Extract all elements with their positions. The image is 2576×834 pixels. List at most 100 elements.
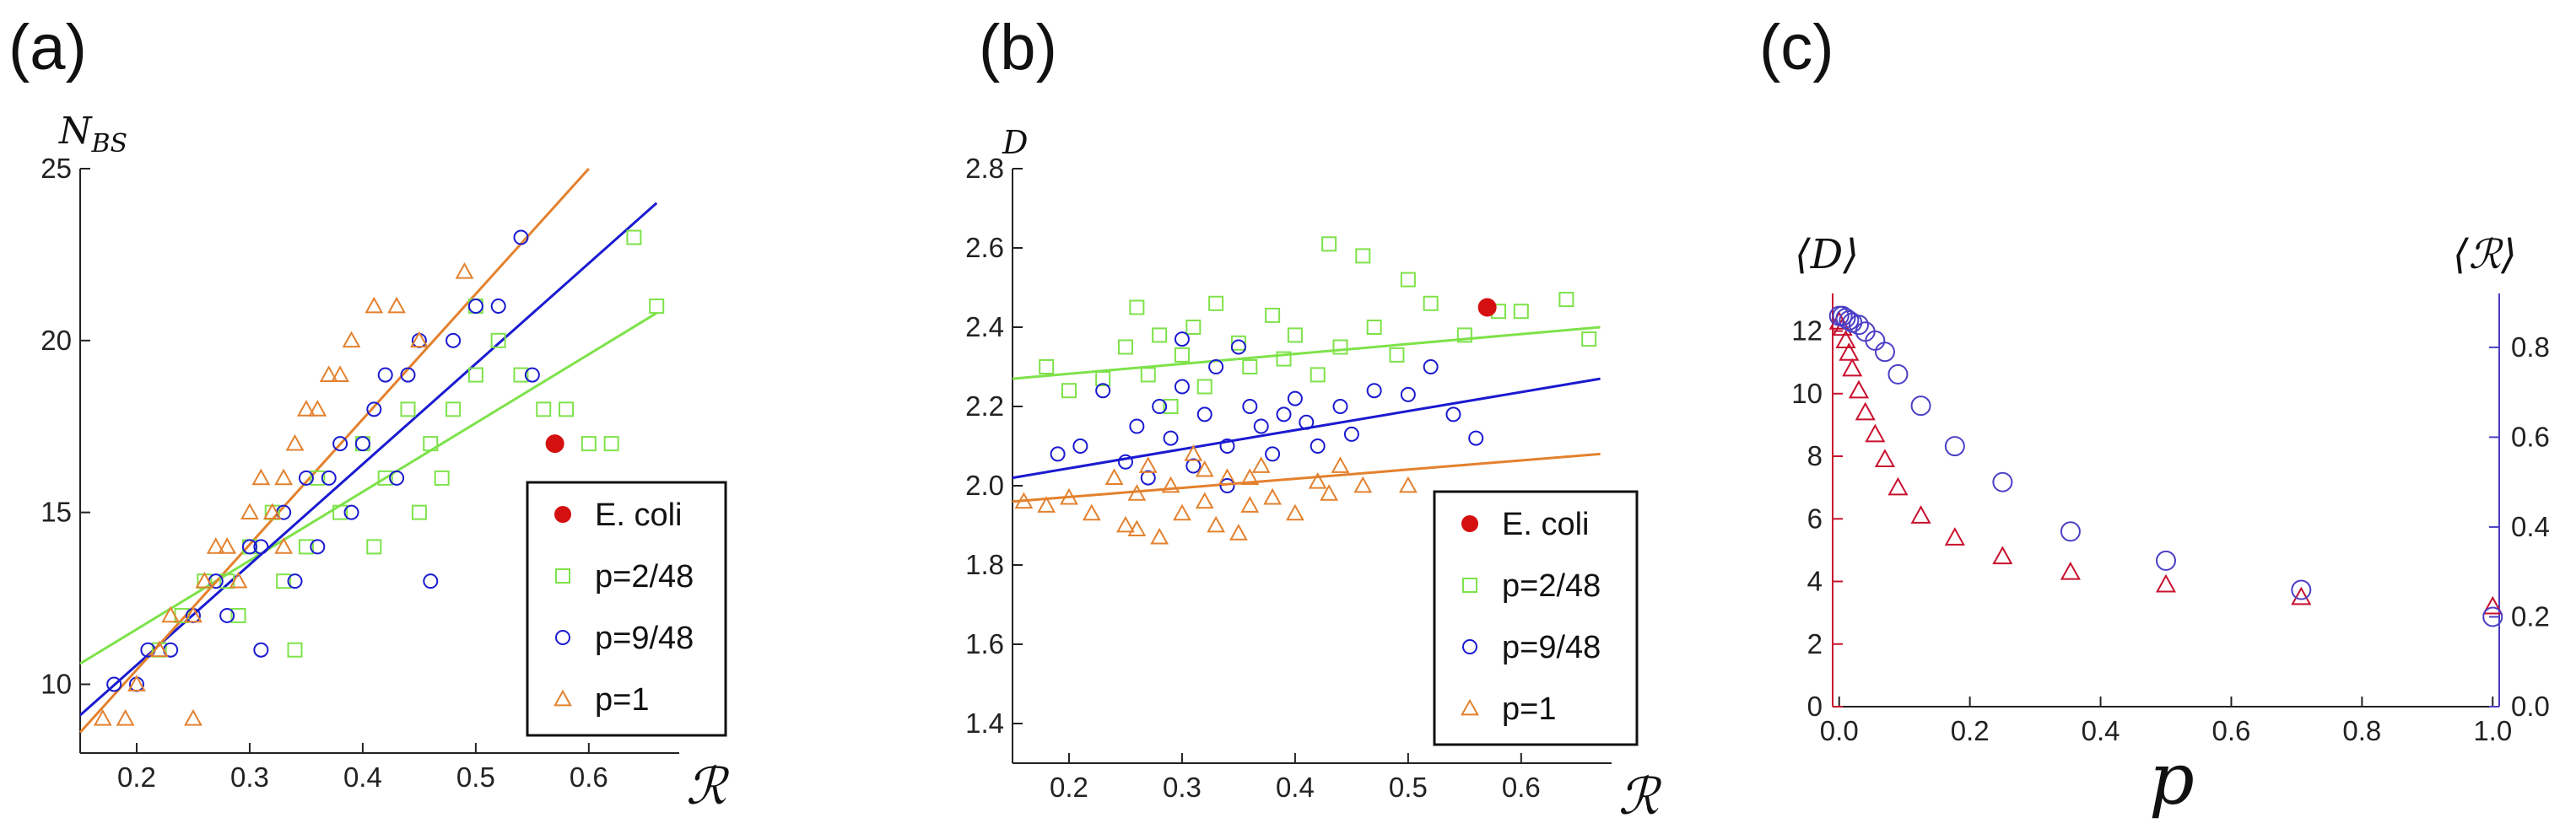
data-point xyxy=(331,365,350,382)
data-point xyxy=(321,470,337,486)
data-point xyxy=(366,401,382,417)
legend-marker xyxy=(1462,639,1477,654)
data-point xyxy=(1150,527,1169,545)
data-point xyxy=(366,539,382,555)
y-tick-label: 2.6 xyxy=(965,232,1004,263)
data-point xyxy=(1061,383,1077,399)
data-point xyxy=(1839,342,1860,361)
data-point xyxy=(161,605,181,623)
data-point xyxy=(1050,446,1066,462)
data-point xyxy=(1468,430,1484,446)
data-point xyxy=(1848,379,1870,399)
data-point xyxy=(1855,401,1876,421)
data-point xyxy=(581,436,597,452)
data-point xyxy=(1184,444,1203,461)
data-point xyxy=(184,708,203,726)
y-tick-label-right: 0.0 xyxy=(2511,691,2550,722)
y-tick-label: 10 xyxy=(41,668,72,699)
data-point xyxy=(1265,307,1281,323)
data-point xyxy=(253,642,269,658)
y-tick-label-right: 0.2 xyxy=(2511,600,2550,632)
data-point xyxy=(490,332,506,348)
data-point xyxy=(1832,305,1853,326)
data-point xyxy=(365,296,384,314)
legend-marker xyxy=(1462,578,1477,593)
data-point xyxy=(1196,406,1212,422)
data-point xyxy=(1195,460,1214,477)
y-tick-label: 2.0 xyxy=(965,470,1004,501)
data-point xyxy=(1276,406,1292,422)
data-point xyxy=(1331,456,1350,473)
fit-line xyxy=(79,202,658,717)
data-point xyxy=(1072,439,1088,454)
data-point xyxy=(1366,320,1382,335)
data-point xyxy=(230,607,246,623)
fit-line xyxy=(78,167,590,734)
data-point xyxy=(1343,426,1359,442)
legend-label: E. coli xyxy=(595,498,682,533)
data-point xyxy=(2155,573,2177,593)
y-tick-label-left: 12 xyxy=(1791,315,1823,347)
legend-marker xyxy=(554,506,571,523)
data-point xyxy=(1299,414,1315,430)
data-point xyxy=(1263,487,1283,505)
data-point xyxy=(455,262,474,279)
data-point xyxy=(274,537,294,554)
data-point xyxy=(1874,449,1896,468)
y-axis-title-sub: BS xyxy=(91,129,128,159)
y-axis-title-right: ⟨ℛ⟩ xyxy=(2453,231,2517,278)
data-point xyxy=(1140,470,1156,486)
data-point xyxy=(1014,492,1034,509)
data-point xyxy=(1423,359,1439,374)
data-point xyxy=(434,470,450,486)
x-axis-title: ℛ xyxy=(686,757,730,816)
data-point xyxy=(2291,586,2312,605)
data-point xyxy=(446,332,462,348)
y-axis-title-main: N xyxy=(58,110,93,153)
fit-line xyxy=(1012,326,1601,380)
data-point xyxy=(1308,472,1327,489)
data-point xyxy=(195,571,214,589)
fit-line xyxy=(79,311,657,665)
x-tick-label: 0.6 xyxy=(1502,772,1541,803)
data-point xyxy=(1287,390,1303,406)
data-point xyxy=(1185,458,1202,474)
y-tick-label: 2.4 xyxy=(965,311,1004,342)
data-point xyxy=(1185,320,1202,335)
data-point xyxy=(1230,339,1246,355)
legend-label: p=2/48 xyxy=(1502,568,1601,604)
data-point xyxy=(218,537,237,554)
y-tick-label: 15 xyxy=(41,497,72,528)
data-point xyxy=(1355,248,1371,264)
data-point xyxy=(1240,496,1260,513)
data-point xyxy=(2156,550,2176,571)
data-point xyxy=(1286,503,1304,521)
data-point xyxy=(274,468,294,486)
x-axis-title: ℛ xyxy=(1618,767,1662,826)
data-point xyxy=(1366,383,1382,399)
legend-marker xyxy=(1461,515,1478,532)
x-tick-label: 0.5 xyxy=(456,761,495,793)
data-point xyxy=(332,504,348,520)
data-point xyxy=(2482,606,2503,627)
data-point xyxy=(1400,386,1416,402)
data-point xyxy=(446,401,462,417)
data-point xyxy=(1104,468,1124,485)
y-tick-label: 2.2 xyxy=(965,390,1004,422)
data-point xyxy=(1229,524,1248,541)
data-point xyxy=(310,470,326,486)
data-point xyxy=(241,539,257,555)
data-point xyxy=(1992,546,2013,565)
data-point xyxy=(1310,367,1326,383)
data-point xyxy=(1251,456,1271,473)
x-tick-label: 0.3 xyxy=(230,761,269,793)
y-tick-label: 20 xyxy=(41,325,72,356)
data-point xyxy=(1152,399,1168,414)
data-point xyxy=(343,504,359,520)
data-point xyxy=(1558,292,1574,308)
y-tick-label-right: 0.6 xyxy=(2511,421,2550,452)
data-point xyxy=(308,400,327,417)
data-point xyxy=(513,229,529,245)
y-tick-label-right: 0.8 xyxy=(2511,331,2550,363)
